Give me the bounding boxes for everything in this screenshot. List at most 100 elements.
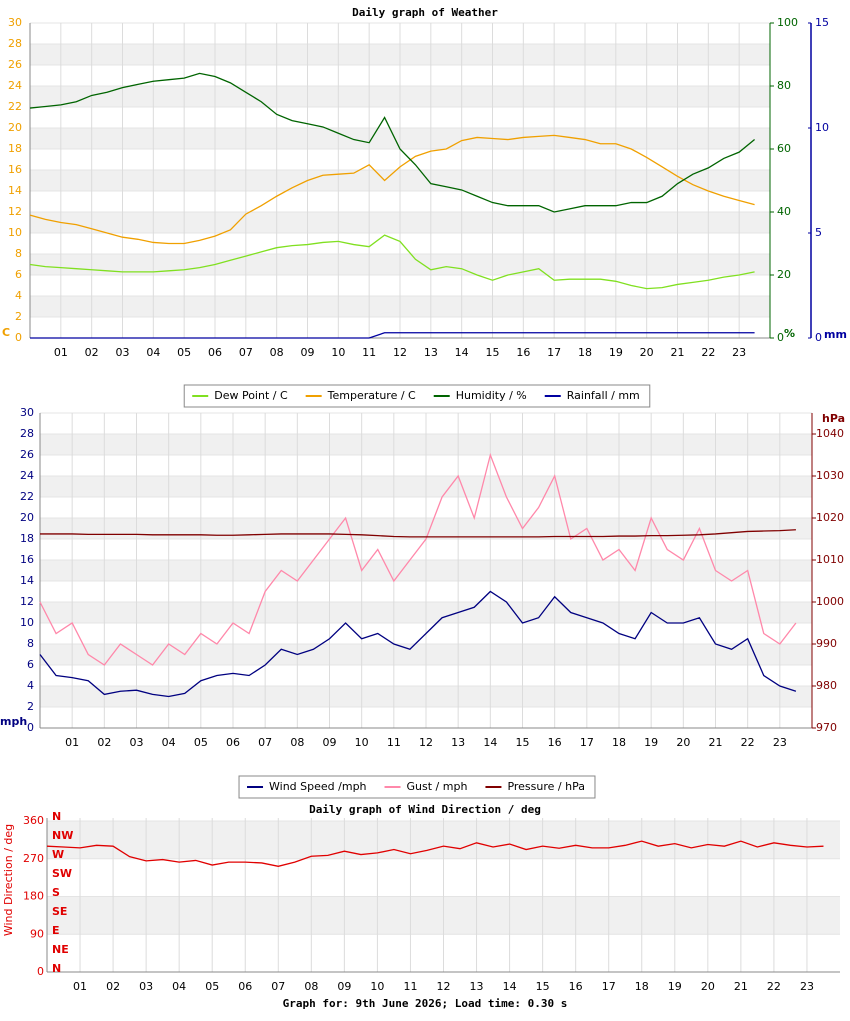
- x-tick-label: 17: [580, 736, 594, 749]
- x-tick-label: 13: [451, 736, 465, 749]
- series-line: [39, 452, 797, 666]
- x-tick-label: 04: [162, 736, 176, 749]
- x-tick-label: 16: [516, 346, 530, 359]
- x-tick-label: 06: [226, 736, 240, 749]
- y-tick-label: 2: [27, 700, 34, 713]
- y2-tick-label: 1020: [816, 511, 844, 524]
- x-tick-label: 19: [609, 346, 623, 359]
- x-tick-label: 22: [741, 736, 755, 749]
- x-tick-label: 01: [65, 736, 79, 749]
- legend-label: Humidity / %: [456, 389, 527, 402]
- series-line: [29, 234, 755, 290]
- x-tick-label: 12: [437, 980, 451, 993]
- y-tick-label: 20: [20, 511, 34, 524]
- x-tick-label: 05: [205, 980, 219, 993]
- x-tick-label: 02: [97, 736, 111, 749]
- x-tick-label: 20: [640, 346, 654, 359]
- x-tick-label: 15: [536, 980, 550, 993]
- series-line: [29, 134, 755, 245]
- x-tick-label: 12: [393, 346, 407, 359]
- y-tick-label: 14: [8, 184, 22, 197]
- x-tick-label: 17: [602, 980, 616, 993]
- y-tick-label: 90: [30, 927, 44, 940]
- y-tick-label: 6: [27, 658, 34, 671]
- y-tick-label: 0: [27, 721, 34, 734]
- legend: Dew Point / C Temperature / C Humidity / %…: [183, 384, 651, 408]
- x-tick-label: 04: [172, 980, 186, 993]
- series-line: [30, 332, 755, 339]
- legend-label: Gust / mph: [407, 780, 468, 793]
- y2-tick-label: 80: [777, 79, 791, 92]
- y-tick-label: 28: [20, 427, 34, 440]
- y-tick-label: 30: [20, 406, 34, 419]
- compass-label: NW: [52, 829, 73, 842]
- y-tick-label: 12: [8, 205, 22, 218]
- series-line: [46, 840, 824, 867]
- axis-unit: %: [784, 327, 795, 340]
- y-tick-label: 14: [20, 574, 34, 587]
- x-tick-label: 09: [337, 980, 351, 993]
- y3-tick-label: 0: [815, 331, 822, 344]
- axis-unit: mph: [0, 715, 27, 728]
- x-tick-label: 18: [612, 736, 626, 749]
- x-tick-label: 21: [671, 346, 685, 359]
- y-tick-label: 16: [8, 163, 22, 176]
- x-tick-label: 13: [424, 346, 438, 359]
- legend-label: Temperature / C: [327, 389, 416, 402]
- x-tick-label: 16: [548, 736, 562, 749]
- y2-tick-label: 20: [777, 268, 791, 281]
- legend-box: [238, 775, 596, 799]
- axis-unit: hPa: [822, 412, 845, 425]
- y-tick-label: 8: [15, 247, 22, 260]
- x-tick-label: 08: [270, 346, 284, 359]
- compass-label: W: [52, 848, 64, 861]
- x-tick-label: 09: [323, 736, 337, 749]
- y-tick-label: 270: [23, 852, 44, 865]
- compass-label: S: [52, 886, 60, 899]
- x-tick-label: 11: [403, 980, 417, 993]
- x-tick-label: 21: [709, 736, 723, 749]
- y2-tick-label: 990: [816, 637, 837, 650]
- x-tick-label: 22: [767, 980, 781, 993]
- y-tick-label: 18: [8, 142, 22, 155]
- y3-tick-label: 5: [815, 226, 822, 239]
- x-tick-label: 15: [486, 346, 500, 359]
- x-tick-label: 06: [238, 980, 252, 993]
- y-tick-label: 360: [23, 814, 44, 827]
- series-line: [29, 72, 755, 213]
- x-tick-label: 09: [301, 346, 315, 359]
- compass-label: E: [52, 924, 60, 937]
- x-tick-label: 03: [139, 980, 153, 993]
- y2-tick-label: 980: [816, 679, 837, 692]
- x-tick-label: 10: [355, 736, 369, 749]
- compass-label: SE: [52, 905, 67, 918]
- series-line: [40, 529, 796, 538]
- y2-tick-label: 60: [777, 142, 791, 155]
- y-tick-label: 8: [27, 637, 34, 650]
- x-tick-label: 20: [701, 980, 715, 993]
- y-tick-label: 18: [20, 532, 34, 545]
- x-tick-label: 14: [503, 980, 517, 993]
- x-tick-label: 23: [800, 980, 814, 993]
- y2-tick-label: 100: [777, 16, 798, 29]
- x-tick-label: 23: [773, 736, 787, 749]
- x-tick-label: 10: [331, 346, 345, 359]
- x-tick-label: 03: [116, 346, 130, 359]
- x-tick-label: 14: [483, 736, 497, 749]
- compass-label: N: [52, 810, 61, 823]
- y-tick-label: 4: [15, 289, 22, 302]
- y-tick-label: 22: [8, 100, 22, 113]
- y-tick-label: 24: [20, 469, 34, 482]
- x-tick-label: 19: [644, 736, 658, 749]
- legend-box: [183, 384, 651, 408]
- x-tick-label: 03: [130, 736, 144, 749]
- x-tick-label: 21: [734, 980, 748, 993]
- chart-title: Daily graph of Weather: [352, 6, 498, 19]
- x-tick-label: 11: [362, 346, 376, 359]
- x-tick-label: 10: [370, 980, 384, 993]
- footer: Graph for: 9th June 2026; Load time: 0.3…: [283, 997, 568, 1010]
- x-tick-label: 16: [569, 980, 583, 993]
- x-tick-label: 19: [668, 980, 682, 993]
- legend-label: Rainfall / mm: [567, 389, 640, 402]
- y2-tick-label: 40: [777, 205, 791, 218]
